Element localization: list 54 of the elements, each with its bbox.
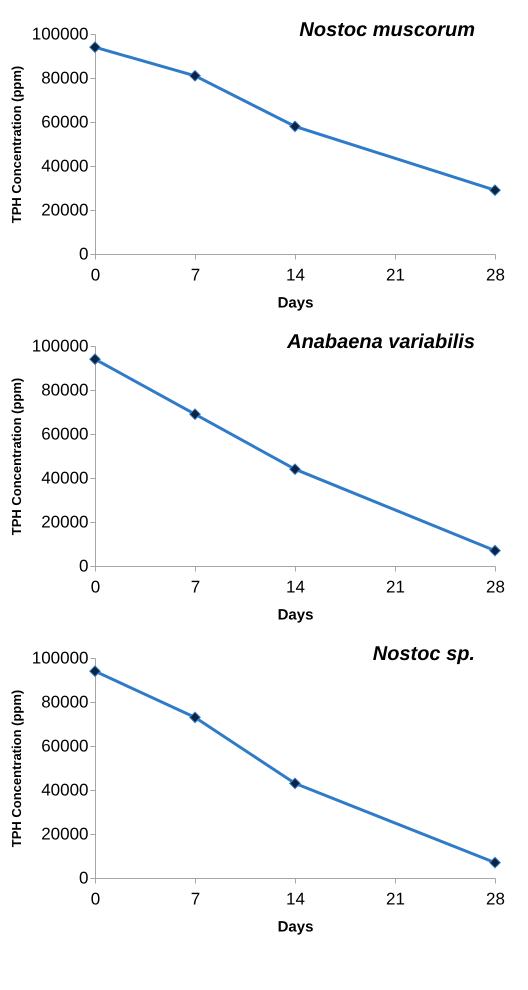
x-tick-label: 21 xyxy=(386,578,405,596)
x-axis-title: Days xyxy=(278,606,314,624)
point xyxy=(489,856,501,868)
y-tick-label: 40000 xyxy=(41,780,88,800)
x-tick-label: 7 xyxy=(190,266,200,284)
point xyxy=(489,184,501,196)
y-axis-title: TPH Concentration (ppm) xyxy=(8,378,24,536)
x-tick-label: 14 xyxy=(286,890,305,908)
x-tick-label: 14 xyxy=(286,578,305,596)
point xyxy=(289,120,301,132)
y-tick-label: 20000 xyxy=(41,512,88,532)
point xyxy=(89,353,101,365)
y-tick-label: 20000 xyxy=(41,824,88,844)
point xyxy=(89,41,101,53)
x-tick-label: 0 xyxy=(90,266,100,284)
y-tick-label: 60000 xyxy=(41,112,88,132)
x-axis-title: Days xyxy=(278,294,314,312)
point xyxy=(489,544,501,556)
y-tick-label: 80000 xyxy=(41,692,88,712)
y-tick-label: 40000 xyxy=(41,156,88,176)
y-tick-label: 0 xyxy=(79,556,88,576)
point xyxy=(189,70,201,82)
y-tick-label: 100000 xyxy=(32,336,88,356)
x-tick-label: 21 xyxy=(386,266,405,284)
x-axis-title: Days xyxy=(278,918,314,936)
y-tick-label: 60000 xyxy=(41,424,88,444)
x-tick-label: 21 xyxy=(386,890,405,908)
x-tick-label: 28 xyxy=(486,266,505,284)
point xyxy=(289,778,301,790)
y-tick-label: 40000 xyxy=(41,468,88,488)
chart-title: Anabaena variabilis xyxy=(286,331,475,353)
y-tick-label: 100000 xyxy=(32,24,88,44)
x-tick-label: 28 xyxy=(486,890,505,908)
y-tick-label: 0 xyxy=(79,868,88,888)
point xyxy=(189,712,201,724)
y-tick-label: 100000 xyxy=(32,648,88,668)
y-tick-label: 20000 xyxy=(41,200,88,220)
x-tick-label: 28 xyxy=(486,578,505,596)
x-tick-label: 0 xyxy=(90,890,100,908)
x-tick-label: 7 xyxy=(190,890,200,908)
x-tick-label: 0 xyxy=(90,578,100,596)
y-axis-title: TPH Concentration (ppm) xyxy=(8,66,24,224)
x-tick-label: 7 xyxy=(190,578,200,596)
point xyxy=(289,463,301,475)
point xyxy=(189,408,201,420)
y-tick-label: 80000 xyxy=(41,380,88,400)
y-tick-label: 0 xyxy=(79,244,88,264)
chart-title: Nostoc sp. xyxy=(372,643,475,665)
y-axis-title: TPH Concentration (ppm) xyxy=(8,690,24,848)
y-tick-label: 60000 xyxy=(41,736,88,756)
x-tick-label: 14 xyxy=(286,266,305,284)
chart-title: Nostoc muscorum xyxy=(299,19,475,41)
point xyxy=(89,665,101,677)
y-tick-label: 80000 xyxy=(41,68,88,88)
